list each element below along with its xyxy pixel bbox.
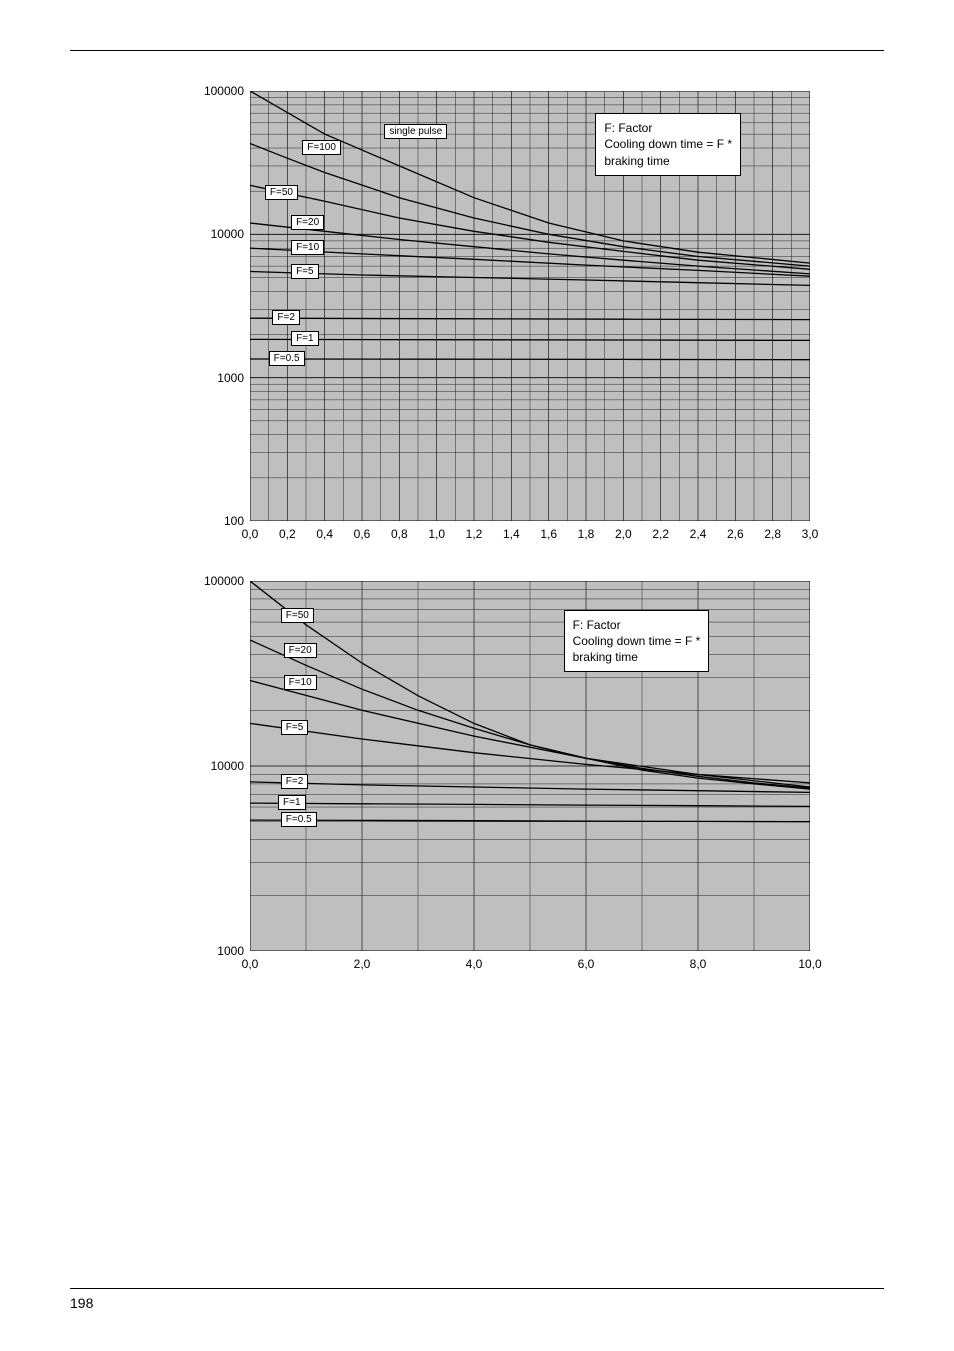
legend-line: Cooling down time = F * (573, 633, 701, 649)
x-tick-label: 2,4 (690, 521, 707, 541)
series-label: F=1 (278, 795, 306, 810)
y-tick-label: 100000 (204, 84, 250, 98)
x-tick-label: 0,0 (242, 521, 259, 541)
x-tick-label: 8,0 (690, 951, 707, 971)
legend-line: F: Factor (604, 120, 732, 136)
series-label: F=2 (272, 310, 300, 325)
series-label: F=50 (281, 608, 314, 623)
x-tick-label: 2,0 (615, 521, 632, 541)
x-tick-label: 3,0 (802, 521, 819, 541)
page: 1001000100001000000,00,20,40,60,81,01,21… (0, 0, 954, 1351)
legend-box: F: FactorCooling down time = F *braking … (564, 610, 710, 673)
x-tick-label: 0,2 (279, 521, 296, 541)
series-label: F=5 (281, 720, 309, 735)
series-label: F=10 (291, 240, 324, 255)
x-tick-label: 0,6 (354, 521, 371, 541)
x-tick-label: 2,6 (727, 521, 744, 541)
footer: 198 (70, 1288, 884, 1311)
x-tick-label: 1,2 (466, 521, 483, 541)
series-label: F=0.5 (281, 812, 317, 827)
x-tick-label: 1,6 (540, 521, 557, 541)
y-tick-label: 100000 (204, 574, 250, 588)
legend-line: Cooling down time = F * (604, 136, 732, 152)
series-label: F=2 (281, 774, 309, 789)
series-label: single pulse (384, 124, 447, 139)
series-label: F=20 (291, 215, 324, 230)
y-tick-label: 10000 (211, 227, 250, 241)
x-tick-label: 0,4 (316, 521, 333, 541)
legend-line: braking time (573, 649, 701, 665)
x-tick-label: 1,8 (578, 521, 595, 541)
x-tick-label: 2,2 (652, 521, 669, 541)
series-label: F=5 (291, 264, 319, 279)
chart-plot (250, 581, 810, 951)
x-tick-label: 2,8 (764, 521, 781, 541)
x-tick-label: 10,0 (798, 951, 821, 971)
y-tick-label: 10000 (211, 759, 250, 773)
series-label: F=100 (302, 140, 341, 155)
x-tick-label: 1,0 (428, 521, 445, 541)
header-rule (70, 50, 884, 51)
footer-rule (70, 1288, 884, 1289)
legend-line: braking time (604, 153, 732, 169)
legend-line: F: Factor (573, 617, 701, 633)
series-label: F=1 (291, 331, 319, 346)
series-label: F=10 (284, 675, 317, 690)
series-label: F=20 (284, 643, 317, 658)
x-tick-label: 0,0 (242, 951, 259, 971)
y-tick-label: 1000 (217, 371, 250, 385)
x-tick-label: 0,8 (391, 521, 408, 541)
series-label: F=50 (265, 185, 298, 200)
chart-1: 1001000100001000000,00,20,40,60,81,01,21… (250, 91, 810, 521)
x-tick-label: 4,0 (466, 951, 483, 971)
legend-box: F: FactorCooling down time = F *braking … (595, 113, 741, 176)
x-tick-label: 1,4 (503, 521, 520, 541)
x-tick-label: 2,0 (354, 951, 371, 971)
series-label: F=0.5 (269, 351, 305, 366)
page-number: 198 (70, 1295, 884, 1311)
chart-2: 1000100001000000,02,04,06,08,010,0F=50F=… (250, 581, 810, 951)
x-tick-label: 6,0 (578, 951, 595, 971)
